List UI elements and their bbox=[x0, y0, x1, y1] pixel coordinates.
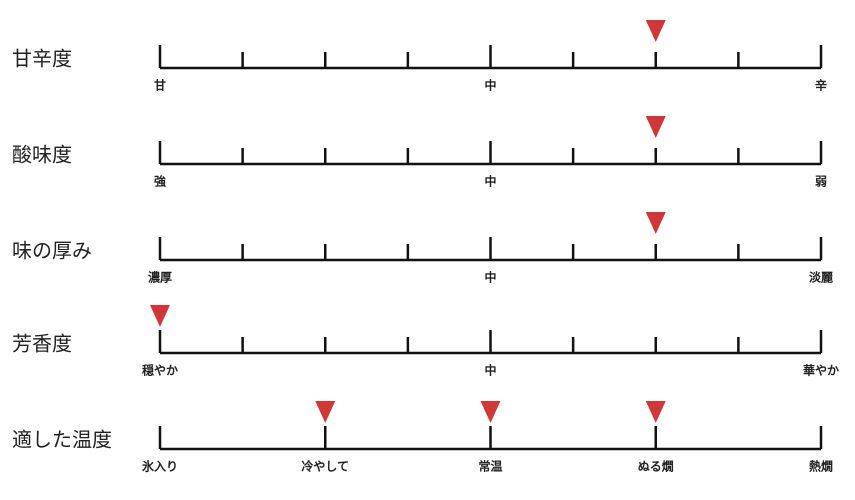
marker bbox=[480, 401, 501, 423]
marker bbox=[150, 305, 170, 327]
tick-label: 穏やか bbox=[142, 363, 178, 378]
marker bbox=[645, 401, 666, 423]
marker bbox=[645, 20, 666, 42]
row-label: 酸味度 bbox=[12, 143, 72, 167]
tick-label: 冷やして bbox=[301, 459, 349, 474]
marker bbox=[315, 401, 336, 423]
marker bbox=[645, 116, 666, 138]
row-label: 甘辛度 bbox=[12, 47, 72, 71]
tick-label: 中 bbox=[484, 363, 496, 378]
row-label: 適した温度 bbox=[12, 428, 112, 452]
tick-label: 濃厚 bbox=[148, 270, 172, 285]
tick-label: 華やか bbox=[803, 363, 839, 378]
tick-label: 強 bbox=[154, 174, 166, 189]
tick-label: 辛 bbox=[815, 78, 827, 93]
row-label: 芳香度 bbox=[12, 332, 72, 356]
tick-label: 甘 bbox=[154, 78, 166, 93]
tick-label: 常温 bbox=[478, 459, 502, 474]
marker bbox=[645, 212, 666, 234]
tick-label: 氷入り bbox=[141, 459, 178, 474]
tick-label: 中 bbox=[484, 270, 496, 285]
tick-label: 熱燗 bbox=[809, 459, 833, 474]
tick-label: 中 bbox=[484, 78, 496, 93]
tick-label: ぬる燗 bbox=[638, 459, 674, 474]
tick-label: 中 bbox=[484, 174, 496, 189]
tick-label: 弱 bbox=[815, 174, 827, 189]
row-label: 味の厚み bbox=[12, 239, 92, 263]
tick-label: 淡麗 bbox=[809, 271, 833, 285]
